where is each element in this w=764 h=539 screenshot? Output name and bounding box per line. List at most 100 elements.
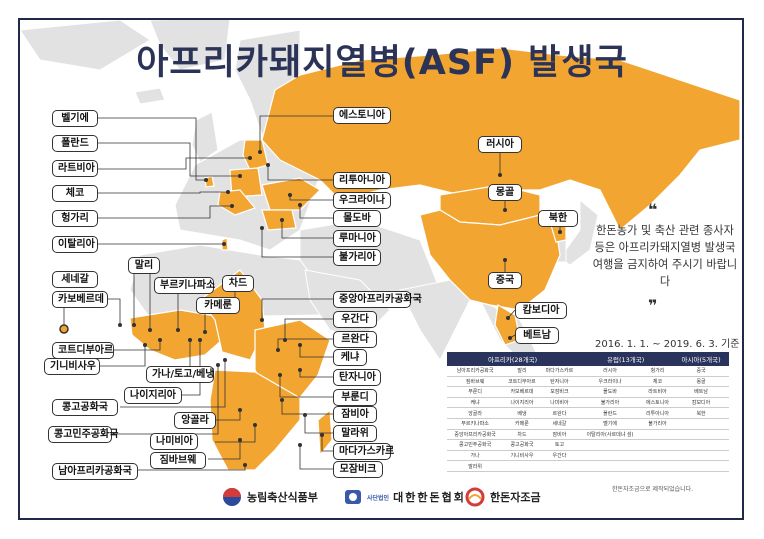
table-row: 콩고민주공화국 콩고공화국 토고 [447, 439, 729, 451]
table-row: 앙골라 베냉 르완다 폴란드 리투아니아 북한 [447, 407, 729, 419]
table-cell: 불가리아 [578, 397, 642, 409]
region-madagascar [317, 408, 333, 457]
label-estonia: 에스토니아 [333, 107, 391, 124]
label-cambodia: 캄보디아 [515, 302, 567, 319]
table-cell [673, 450, 729, 462]
table-cell: 탄자니아 [540, 376, 579, 388]
table-row: 짐바브웨 코트디부아르 탄자니아 우크라이나 체코 몽골 [447, 376, 729, 388]
table-cell: 리투아니아 [641, 407, 674, 419]
poster-title: 아프리카돼지열병(ASF) 발생국 [136, 43, 628, 83]
table-cell: 차드 [503, 429, 541, 441]
table-cell [673, 460, 729, 472]
table-cell: 카메룬 [503, 418, 541, 430]
table-cell: 우크라이나 [578, 376, 642, 388]
table-cell: 벨기에 [578, 418, 642, 430]
table-header-europe: 유럽(13개국) [578, 352, 674, 366]
table-cell: 헝가리 [641, 366, 674, 377]
land-uk [191, 111, 219, 163]
label-kenya: 케냐 [333, 349, 367, 366]
table-cell [578, 450, 642, 462]
land-iceland [134, 87, 166, 105]
label-angola: 앙골라 [174, 412, 216, 429]
region-romania [261, 209, 297, 231]
label-chad: 차드 [222, 275, 254, 292]
table-cell [641, 439, 674, 451]
label-nigeria: 나이지리아 [124, 387, 182, 404]
label-cote-divoire: 코트디부아르 [52, 342, 114, 359]
region-hungary-czech [217, 189, 257, 216]
label-cameroon: 카메룬 [196, 297, 240, 314]
label-tanzania: 탄자니아 [333, 369, 381, 386]
label-zimbabwe: 짐바브웨 [150, 452, 206, 469]
ministry-logo: 농림축산식품부 [222, 487, 318, 507]
ministry-emblem-icon [223, 488, 241, 506]
table-cell [673, 418, 729, 430]
table-cell [540, 460, 579, 472]
table-row: 중앙아프리카공화국 차드 잠비아 이탈리아(사르데냐 섬) [447, 429, 729, 441]
label-mozambique: 모잠비크 [333, 461, 383, 478]
table-row: 남아프리카공화국 말리 마다가스카르 러시아 헝가리 중국 [447, 366, 729, 377]
table-cell: 체코 [641, 376, 674, 388]
label-guinea-bissau: 기니비사우 [44, 358, 100, 375]
table-cell: 베트남 [673, 386, 729, 398]
label-mali: 말리 [128, 257, 160, 274]
label-vietnam: 베트남 [515, 327, 559, 344]
quote-close-icon: ❞ [648, 296, 658, 315]
reference-period: 2016. 1. 1. ~ 2019. 6. 3. 기준 [595, 339, 740, 350]
table-cell: 앙골라 [447, 407, 504, 419]
table-cell: 르완다 [540, 407, 579, 419]
table-cell: 잠비아 [540, 429, 579, 441]
table-cell [578, 439, 642, 451]
label-hungary: 헝가리 [52, 210, 98, 227]
table-cell [503, 460, 541, 472]
region-west-africa [129, 309, 223, 361]
table-cell: 베냉 [503, 407, 541, 419]
label-romania: 루마니아 [333, 230, 381, 247]
table-row: 부르키나파소 카메룬 세네갈 벨기에 불가리아 [447, 418, 729, 430]
label-ukraine: 우크라이나 [333, 192, 391, 209]
region-baltics [242, 139, 269, 171]
table-cell: 마다가스카르 [540, 366, 579, 377]
label-china: 중국 [488, 272, 522, 289]
association-emblem-icon [345, 490, 361, 504]
label-italy: 이탈리아 [52, 236, 98, 253]
table-cell: 나미비아 [540, 397, 579, 409]
table-cell: 부룬디 [447, 386, 504, 398]
table-cell [641, 450, 674, 462]
credit-text: 한돈자조금으로 제작되었습니다. [612, 486, 694, 493]
region-china [419, 209, 561, 311]
table-cell: 몰도바 [578, 386, 642, 398]
land-north-america [19, 19, 151, 71]
table-cell [673, 439, 729, 451]
label-senegal: 세네갈 [52, 271, 98, 288]
label-belgium: 벨기에 [52, 110, 98, 127]
table-header-africa: 아프리카(28개국) [447, 352, 579, 366]
table-cell [578, 460, 642, 472]
table-cell: 폴란드 [578, 407, 642, 419]
table-cell: 케냐 [447, 397, 504, 409]
label-mongolia: 몽골 [488, 184, 522, 201]
table-row: 가나 기니비사우 우간다 [447, 450, 729, 462]
association-prefix: 사단법인 [367, 494, 390, 502]
table-cell: 말리 [503, 366, 541, 377]
checkoff-logo: 한돈자조금 [465, 487, 541, 507]
table-cell: 콩고공화국 [503, 439, 541, 451]
ministry-name: 농림축산식품부 [247, 491, 318, 504]
table-cell: 기니비사우 [503, 450, 541, 462]
table-cell: 캄보디아 [673, 397, 729, 409]
label-zambia: 잠비아 [333, 406, 377, 423]
table-cell: 짐바브웨 [447, 376, 504, 388]
label-burkina-faso: 부르키나파소 [154, 277, 215, 294]
table-cell [641, 460, 674, 472]
association-name: 대한한돈협회 [393, 491, 466, 504]
table-cell: 중앙아프리카공화국 [447, 429, 504, 441]
land-india [399, 279, 471, 361]
table-cell: 라트비아 [641, 386, 674, 398]
table-cell: 세네갈 [540, 418, 579, 430]
table-cell: 중국 [673, 366, 729, 377]
land-japan [559, 198, 599, 266]
label-malawi: 말라위 [333, 425, 377, 442]
country-table: 아프리카(28개국) 유럽(13개국) 아시아(5개국) 남아프리카공화국 말리 마… [447, 352, 729, 472]
table-cell: 코트디부아르 [503, 376, 541, 388]
